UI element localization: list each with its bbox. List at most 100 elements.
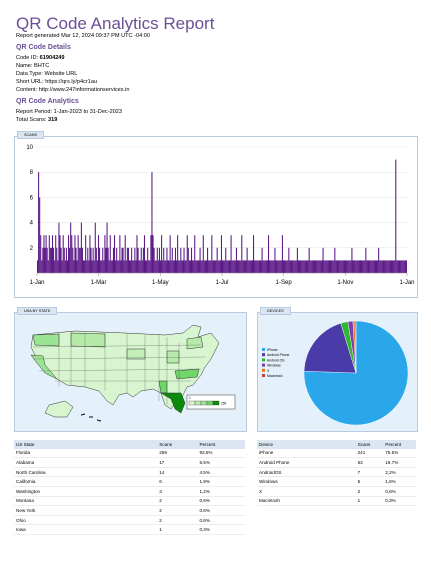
legend-label: Android Phone (267, 353, 290, 357)
scan-bar (205, 260, 208, 273)
scan-bar (294, 260, 296, 273)
scan-bar (354, 260, 356, 273)
scan-bar (257, 260, 259, 273)
scan-bar (108, 260, 110, 273)
scan-bar (147, 247, 149, 273)
scan-bar (400, 260, 402, 273)
scan-bar (289, 260, 291, 273)
legend-swatch (262, 348, 265, 351)
scan-bar (47, 260, 49, 273)
scan-bar (323, 260, 325, 273)
state-row: New York 2 0.6% (14, 505, 245, 516)
scan-bar (296, 247, 298, 273)
scan-bar (378, 247, 380, 273)
scan-bar (142, 247, 144, 273)
scan-bar (81, 247, 83, 273)
scan-bar (111, 260, 113, 273)
scan-bar (399, 260, 401, 273)
scan-bar (145, 260, 147, 273)
scan-bar (192, 260, 194, 273)
legend-label: Macintosh (267, 374, 283, 378)
device-cell: Android Phone (257, 457, 356, 468)
scan-bar (264, 260, 266, 273)
scan-bar (301, 260, 303, 273)
scan-bar (155, 260, 157, 273)
scan-bar (120, 260, 122, 273)
scan-bar (317, 260, 319, 273)
state-row: North Carolina 14 4.5% (14, 467, 245, 478)
scan-bar (169, 235, 171, 273)
scan-bar (133, 260, 135, 273)
state-cell: 0,3% (197, 524, 245, 535)
state-col-header: Percent (197, 440, 245, 449)
scan-bar (195, 260, 197, 273)
scan-bar (240, 260, 242, 273)
scan-bar (333, 260, 335, 273)
scan-bar (405, 260, 407, 273)
scan-bar (380, 260, 382, 273)
scan-bar (69, 247, 71, 273)
scan-bar (379, 260, 381, 273)
scan-bar (64, 260, 66, 273)
scan-bar (60, 247, 62, 273)
scan-bar (82, 260, 85, 273)
x-tick-label: 1-Jan (399, 280, 414, 286)
scan-bar (68, 235, 70, 273)
scan-bar (324, 260, 326, 273)
scan-bar (242, 260, 244, 273)
state-cell: 0.6% (197, 515, 245, 526)
scan-bar (396, 260, 398, 273)
scan-bar (260, 260, 262, 273)
new-york-state (186, 336, 204, 350)
device-cell: 63 (355, 457, 384, 468)
state-cell: North Carolina (14, 467, 158, 478)
scan-bar (135, 260, 137, 273)
scan-bar (222, 260, 224, 273)
code-id-value: 61904249 (39, 55, 65, 61)
state-cell: Washington (14, 486, 158, 497)
scan-bar (302, 260, 304, 273)
scan-bar (57, 260, 59, 273)
scan-bar (272, 260, 274, 273)
state-cell: 14 (157, 467, 198, 478)
y-tick-label: 6 (30, 195, 34, 201)
scan-bar (65, 247, 67, 273)
scan-bar (367, 260, 369, 273)
devices-tab: DEVICES (260, 307, 291, 315)
scan-bar (282, 260, 285, 273)
scan-bar (127, 247, 129, 273)
scan-bar (310, 260, 312, 273)
scan-bar (337, 260, 339, 273)
scan-bar (368, 260, 370, 273)
scan-bar (307, 260, 309, 273)
scan-bar (215, 260, 217, 273)
scan-bar (99, 247, 101, 273)
scan-bar (118, 260, 120, 273)
scan-bar (269, 260, 271, 273)
scan-bar (61, 260, 63, 273)
legend-label: iPhone (267, 348, 278, 352)
scan-bar (332, 260, 334, 273)
scan-bar (180, 247, 182, 273)
scan-bar (177, 235, 179, 273)
scan-bar (288, 247, 290, 273)
scan-bar (79, 247, 81, 273)
scan-bar (196, 260, 198, 273)
scan-bar (316, 260, 318, 273)
state-row: Washington 3 1,2% (14, 486, 245, 497)
scan-bar (51, 235, 54, 273)
scan-bar (72, 247, 74, 273)
state-cell: 1,2% (197, 486, 245, 497)
device-row: Macintosh 1 0,3% (257, 496, 416, 507)
scan-bar (204, 260, 206, 273)
scan-bar (312, 260, 314, 273)
state-cell: 0.6% (197, 505, 245, 516)
california-state (30, 354, 58, 380)
ohio-state (166, 350, 180, 364)
scan-bar (124, 235, 126, 273)
scan-bar (245, 260, 247, 273)
legend-swatch (262, 358, 265, 362)
scan-bar (383, 260, 385, 273)
scan-bar (319, 260, 321, 273)
scan-bar (395, 159, 397, 273)
